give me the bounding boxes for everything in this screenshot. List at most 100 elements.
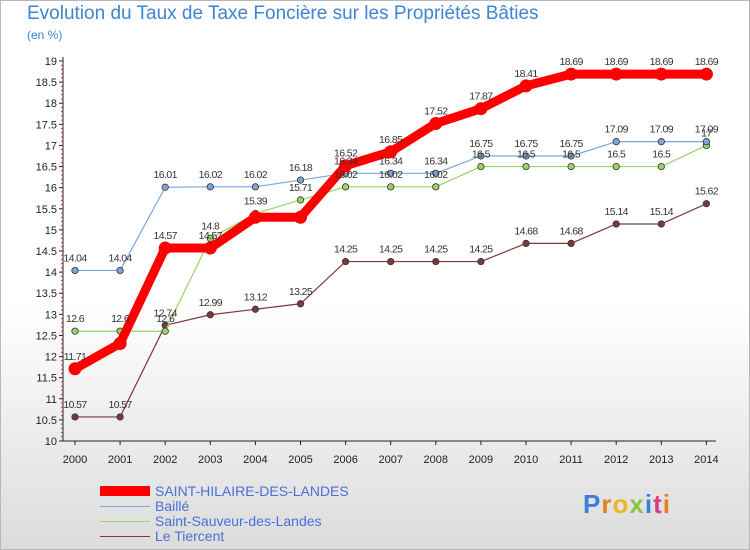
x-tick-label: 2007 — [378, 454, 402, 466]
y-tick-label: 18 — [45, 98, 57, 110]
y-tick-label: 11 — [46, 394, 57, 406]
data-label: 12.74 — [154, 307, 178, 319]
y-axis-unit: (en %) — [27, 28, 63, 42]
data-label: 16.85 — [379, 134, 403, 146]
data-point — [477, 152, 485, 160]
legend-label: SAINT-HILAIRE-DES-LANDES — [155, 483, 349, 499]
data-label: 16.5 — [517, 149, 536, 161]
data-label: 16.5 — [562, 149, 581, 161]
data-point — [341, 183, 350, 191]
data-label: 14.04 — [63, 252, 87, 264]
data-point — [567, 162, 575, 171]
data-label: 14.68 — [514, 225, 538, 237]
data-label: 16.52 — [334, 148, 358, 160]
data-label: 17.09 — [650, 124, 674, 136]
data-label: 14.68 — [559, 225, 583, 237]
data-point — [477, 162, 485, 171]
legend-label: Baillé — [155, 498, 190, 514]
data-point — [251, 183, 259, 191]
data-point — [206, 183, 214, 191]
y-tick-label: 17 — [45, 140, 57, 152]
data-label: 16.5 — [607, 149, 626, 161]
data-label: 16.02 — [424, 169, 448, 181]
data-label: 15.71 — [289, 182, 313, 194]
data-point — [384, 145, 398, 159]
data-point — [522, 162, 530, 171]
data-label: 17.09 — [695, 124, 719, 136]
data-point — [564, 67, 578, 81]
data-point — [341, 257, 350, 266]
data-point — [477, 257, 485, 266]
logo-letter: o — [612, 489, 630, 519]
data-point — [71, 327, 79, 335]
data-label: 16.75 — [514, 138, 538, 150]
x-tick-label: 2001 — [108, 454, 132, 466]
data-label: 14.25 — [469, 244, 493, 256]
data-label: 18.41 — [514, 68, 538, 80]
data-label: 16.75 — [559, 138, 583, 150]
logo-letter: r — [601, 489, 613, 519]
data-label: 14.25 — [334, 244, 358, 256]
data-label: 17.09 — [605, 124, 629, 136]
y-tick-label: 13 — [45, 309, 57, 321]
y-tick-label: 10 — [45, 436, 57, 448]
legend-swatch — [100, 486, 150, 496]
data-point — [161, 183, 169, 191]
data-point — [609, 67, 623, 81]
data-label: 15.39 — [244, 195, 268, 207]
logo-letter: t — [653, 489, 663, 519]
data-point — [702, 138, 711, 146]
data-point — [699, 67, 713, 81]
data-label: 14.57 — [199, 230, 223, 242]
data-point — [612, 220, 620, 228]
legend-swatch — [100, 536, 150, 537]
data-point — [522, 239, 530, 247]
y-tick-label: 13.5 — [36, 288, 57, 300]
data-point — [248, 210, 262, 224]
x-tick-label: 2000 — [63, 454, 87, 466]
data-point — [387, 183, 395, 191]
x-tick-label: 2004 — [243, 454, 267, 466]
y-tick-label: 15.5 — [36, 204, 57, 216]
data-label: 18.69 — [605, 56, 629, 68]
data-point — [429, 116, 443, 130]
y-tick-label: 14 — [45, 267, 57, 279]
logo-letter: i — [644, 489, 654, 519]
data-label: 16.34 — [334, 155, 358, 167]
x-tick-label: 2011 — [559, 454, 583, 466]
data-label: 16.18 — [289, 162, 313, 174]
data-point — [71, 413, 79, 421]
data-point — [339, 159, 353, 173]
data-label: 17.87 — [469, 91, 493, 103]
data-label: 16.02 — [334, 169, 358, 181]
data-point — [158, 241, 172, 255]
y-tick-label: 19 — [45, 56, 57, 68]
data-point — [68, 362, 82, 376]
data-point — [474, 102, 488, 116]
data-label: 16.34 — [379, 155, 403, 167]
data-label: 11.71 — [64, 351, 87, 363]
data-point — [251, 305, 259, 313]
data-label: 16.02 — [379, 169, 403, 181]
data-label: 15.14 — [650, 206, 674, 218]
y-tick-label: 16 — [45, 183, 57, 195]
data-point — [654, 67, 668, 81]
data-point — [567, 152, 575, 160]
data-label: 12.99 — [199, 297, 223, 309]
x-tick-label: 2009 — [469, 454, 493, 466]
data-point — [567, 239, 575, 247]
logo-letter: x — [629, 489, 645, 519]
data-label: 13.12 — [244, 291, 268, 303]
data-label: 14.04 — [108, 252, 132, 264]
data-point — [657, 138, 665, 146]
legend-label: Saint-Sauveur-des-Landes — [155, 513, 322, 529]
data-point — [296, 196, 305, 204]
data-label: 16.5 — [652, 149, 671, 161]
data-label: 16.34 — [424, 155, 448, 167]
logo-letter: P — [583, 489, 602, 519]
data-point — [203, 241, 217, 255]
data-label: 14.8 — [201, 220, 220, 232]
data-label: 16.75 — [469, 138, 493, 150]
data-point — [612, 138, 620, 146]
